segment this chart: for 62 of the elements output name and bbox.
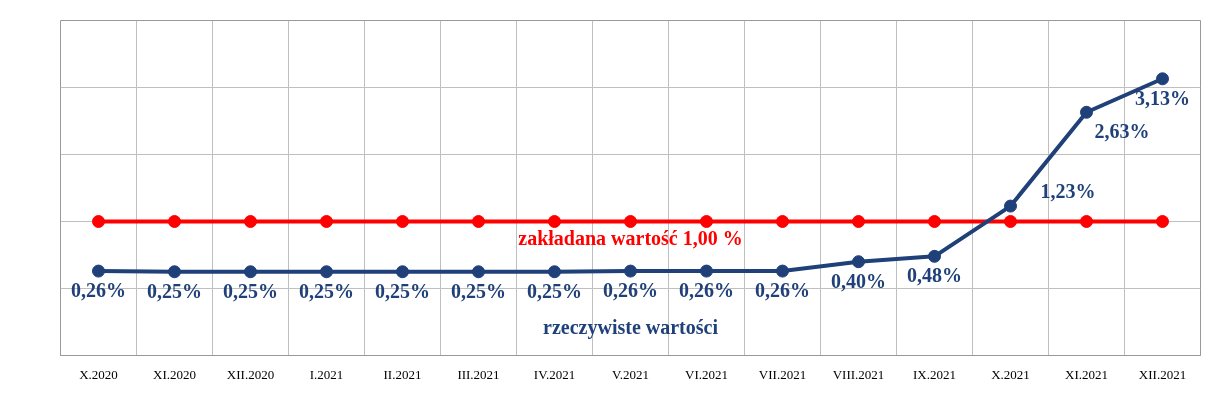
point: [928, 249, 941, 263]
x-tick-label: XII.2021: [1138, 366, 1187, 382]
x-tick-label: IV.2021: [533, 366, 576, 382]
point: [700, 215, 713, 228]
data-label: 0,40%: [831, 269, 886, 292]
x-tick-label: III.2021: [457, 366, 500, 382]
data-label: 1,23%: [1040, 180, 1096, 203]
x-tick-label: XI.2020: [153, 366, 196, 382]
x-tick-label: X.2021: [991, 366, 1030, 382]
point: [852, 215, 865, 228]
point: [92, 215, 105, 228]
series-label: rzeczywiste wartości: [543, 316, 719, 340]
point: [1080, 215, 1093, 228]
point: [472, 265, 485, 279]
data-label: 0,25%: [375, 279, 430, 302]
point: [548, 215, 561, 228]
data-label: 0,26%: [755, 279, 810, 302]
data-label: 2,63%: [1094, 120, 1150, 143]
point: [396, 265, 409, 279]
point: [624, 215, 637, 228]
x-tick-label: VI.2021: [685, 366, 728, 382]
x-tick-label: X.2020: [79, 366, 118, 382]
x-tick-label: VII.2021: [758, 366, 807, 382]
point: [852, 255, 865, 269]
data-label: 0,25%: [451, 279, 506, 302]
data-label: 0,25%: [223, 279, 278, 302]
x-tick-label: I.2021: [309, 366, 344, 382]
data-label: 0,25%: [147, 279, 202, 302]
point: [624, 264, 637, 278]
data-label: 0,26%: [679, 279, 734, 302]
x-tick-label: IX.2021: [913, 366, 956, 382]
x-tick-label: XII.2020: [226, 366, 275, 382]
data-label: 0,25%: [527, 279, 582, 302]
point: [776, 215, 789, 228]
data-label: 0,48%: [907, 264, 962, 287]
point: [1004, 199, 1017, 213]
point: [1156, 72, 1169, 86]
x-tick-label: II.2021: [383, 366, 422, 382]
point: [396, 215, 409, 228]
x-tick-label: XI.2021: [1065, 366, 1108, 382]
point: [700, 264, 713, 278]
point: [92, 264, 105, 278]
point: [1004, 215, 1017, 228]
data-label: 3,13%: [1135, 86, 1190, 109]
point: [548, 265, 561, 279]
point: [1156, 215, 1169, 228]
data-label: 0,26%: [71, 279, 126, 302]
point: [168, 215, 181, 228]
data-label: 0,26%: [603, 279, 658, 302]
data-label: 0,25%: [299, 279, 354, 302]
point: [928, 215, 941, 228]
point: [244, 265, 257, 279]
point: [320, 265, 333, 279]
series-label: zakładana wartość 1,00 %: [518, 226, 743, 249]
point: [320, 215, 333, 228]
point: [1080, 105, 1093, 119]
x-tick-label: VIII.2021: [832, 366, 885, 382]
point: [776, 264, 789, 278]
x-tick-label: V.2021: [612, 366, 649, 382]
point: [168, 265, 181, 279]
point: [244, 215, 257, 228]
point: [472, 215, 485, 228]
